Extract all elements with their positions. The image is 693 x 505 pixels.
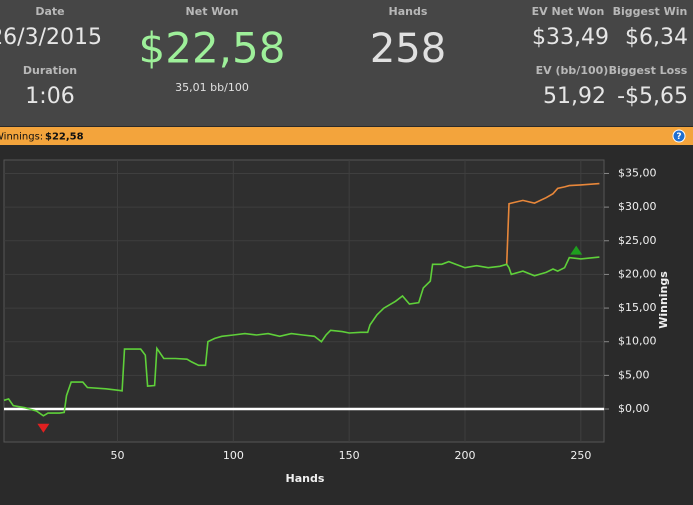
- biggest-win: $6,34: [625, 25, 688, 50]
- winnings-line: [3, 256, 600, 417]
- biggest-win-label: Biggest Win: [613, 5, 688, 18]
- duration: 1:06: [25, 84, 74, 109]
- ev-net-won: $33,49: [532, 25, 609, 50]
- y-tick-label: $35,00: [618, 166, 657, 179]
- biggest-loss: -$5,65: [617, 84, 688, 109]
- hands: 258: [370, 26, 446, 72]
- ev-net-won-label: EV Net Won: [532, 5, 605, 18]
- help-icon[interactable]: [672, 129, 686, 143]
- low-marker: [37, 423, 50, 433]
- y-tick-label: $0,00: [618, 402, 650, 415]
- net-won: $22,58: [139, 24, 286, 73]
- y-tick-label: $5,00: [618, 368, 650, 381]
- y-tick-label: $10,00: [618, 335, 657, 348]
- ev-bb100-label: EV (bb/100): [536, 64, 609, 77]
- date-label: Date: [35, 5, 64, 18]
- y-tick-label: $15,00: [618, 301, 657, 314]
- help-text[interactable]: ?: [676, 132, 681, 142]
- x-tick-label: 50: [111, 449, 125, 462]
- high-marker: [570, 245, 583, 255]
- x-tick-label: 100: [223, 449, 244, 462]
- winnings-line: [505, 182, 600, 265]
- biggest-loss-label: Biggest Loss: [609, 64, 688, 77]
- date: 26/3/2015: [0, 25, 102, 50]
- y-tick-label: $30,00: [618, 200, 657, 213]
- net-won-label: Net Won: [186, 5, 239, 18]
- x-axis-label: Hands: [286, 472, 325, 485]
- header-bg: [0, 0, 693, 126]
- bb100: 35,01 bb/100: [175, 81, 249, 94]
- winnings-bar: [0, 127, 693, 145]
- y-axis-label: Winnings: [657, 271, 670, 329]
- winnings-label: Winnings:: [0, 132, 43, 143]
- hands-label: Hands: [389, 5, 428, 18]
- ev-bb100: 51,92: [543, 84, 606, 109]
- y-tick-label: $20,00: [618, 267, 657, 280]
- x-tick-label: 200: [455, 449, 476, 462]
- duration-label: Duration: [23, 64, 77, 77]
- x-tick-label: 150: [339, 449, 360, 462]
- x-tick-label: 250: [570, 449, 591, 462]
- winnings-value: $22,58: [45, 132, 84, 143]
- y-tick-label: $25,00: [618, 234, 657, 247]
